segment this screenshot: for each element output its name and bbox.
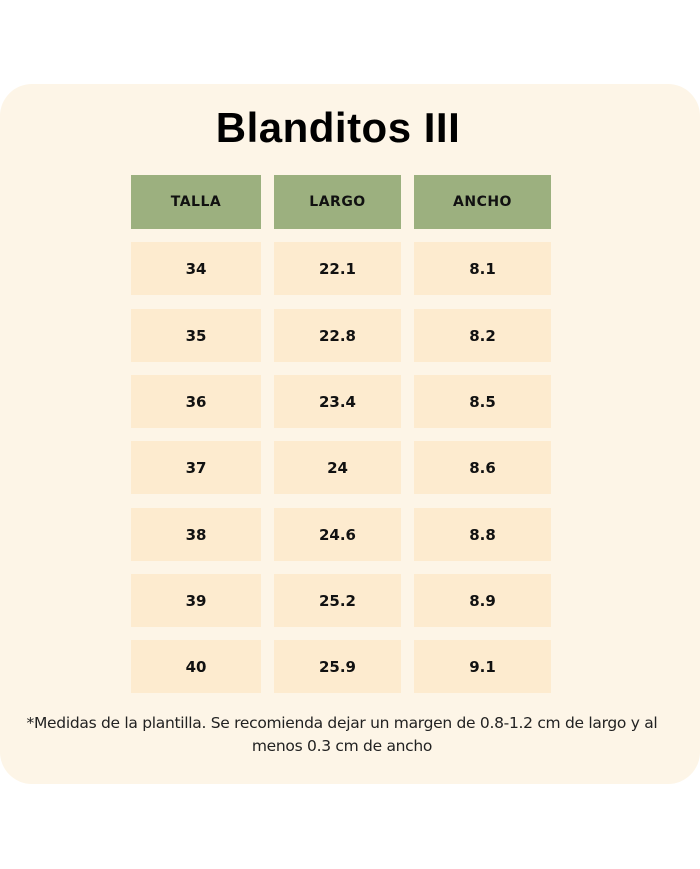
header-largo: LARGO	[274, 175, 401, 229]
footnote: *Medidas de la plantilla. Se recomienda …	[26, 714, 658, 755]
table-cell-ancho: 8.1	[414, 242, 551, 295]
table-cell-largo: 24.6	[274, 508, 401, 561]
table-cell-talla: 36	[131, 375, 261, 428]
table-cell-talla: 34	[131, 242, 261, 295]
table-cell-ancho: 8.6	[414, 441, 551, 494]
table-cell-talla: 38	[131, 508, 261, 561]
header-ancho: ANCHO	[414, 175, 551, 229]
table-cell-ancho: 9.1	[414, 640, 551, 693]
table-cell-largo: 22.8	[274, 309, 401, 362]
table-cell-largo: 22.1	[274, 242, 401, 295]
table-cell-ancho: 8.2	[414, 309, 551, 362]
page-title: Blanditos III	[215, 104, 461, 151]
table-cell-ancho: 8.5	[414, 375, 551, 428]
table-cell-ancho: 8.8	[414, 508, 551, 561]
table-cell-largo: 24	[274, 441, 401, 494]
table-cell-talla: 39	[131, 574, 261, 627]
table-cell-talla: 37	[131, 441, 261, 494]
table-cell-largo: 25.9	[274, 640, 401, 693]
header-talla: TALLA	[131, 175, 261, 229]
table-cell-ancho: 8.9	[414, 574, 551, 627]
table-cell-talla: 40	[131, 640, 261, 693]
table-cell-talla: 35	[131, 309, 261, 362]
table-cell-largo: 23.4	[274, 375, 401, 428]
table-cell-largo: 25.2	[274, 574, 401, 627]
